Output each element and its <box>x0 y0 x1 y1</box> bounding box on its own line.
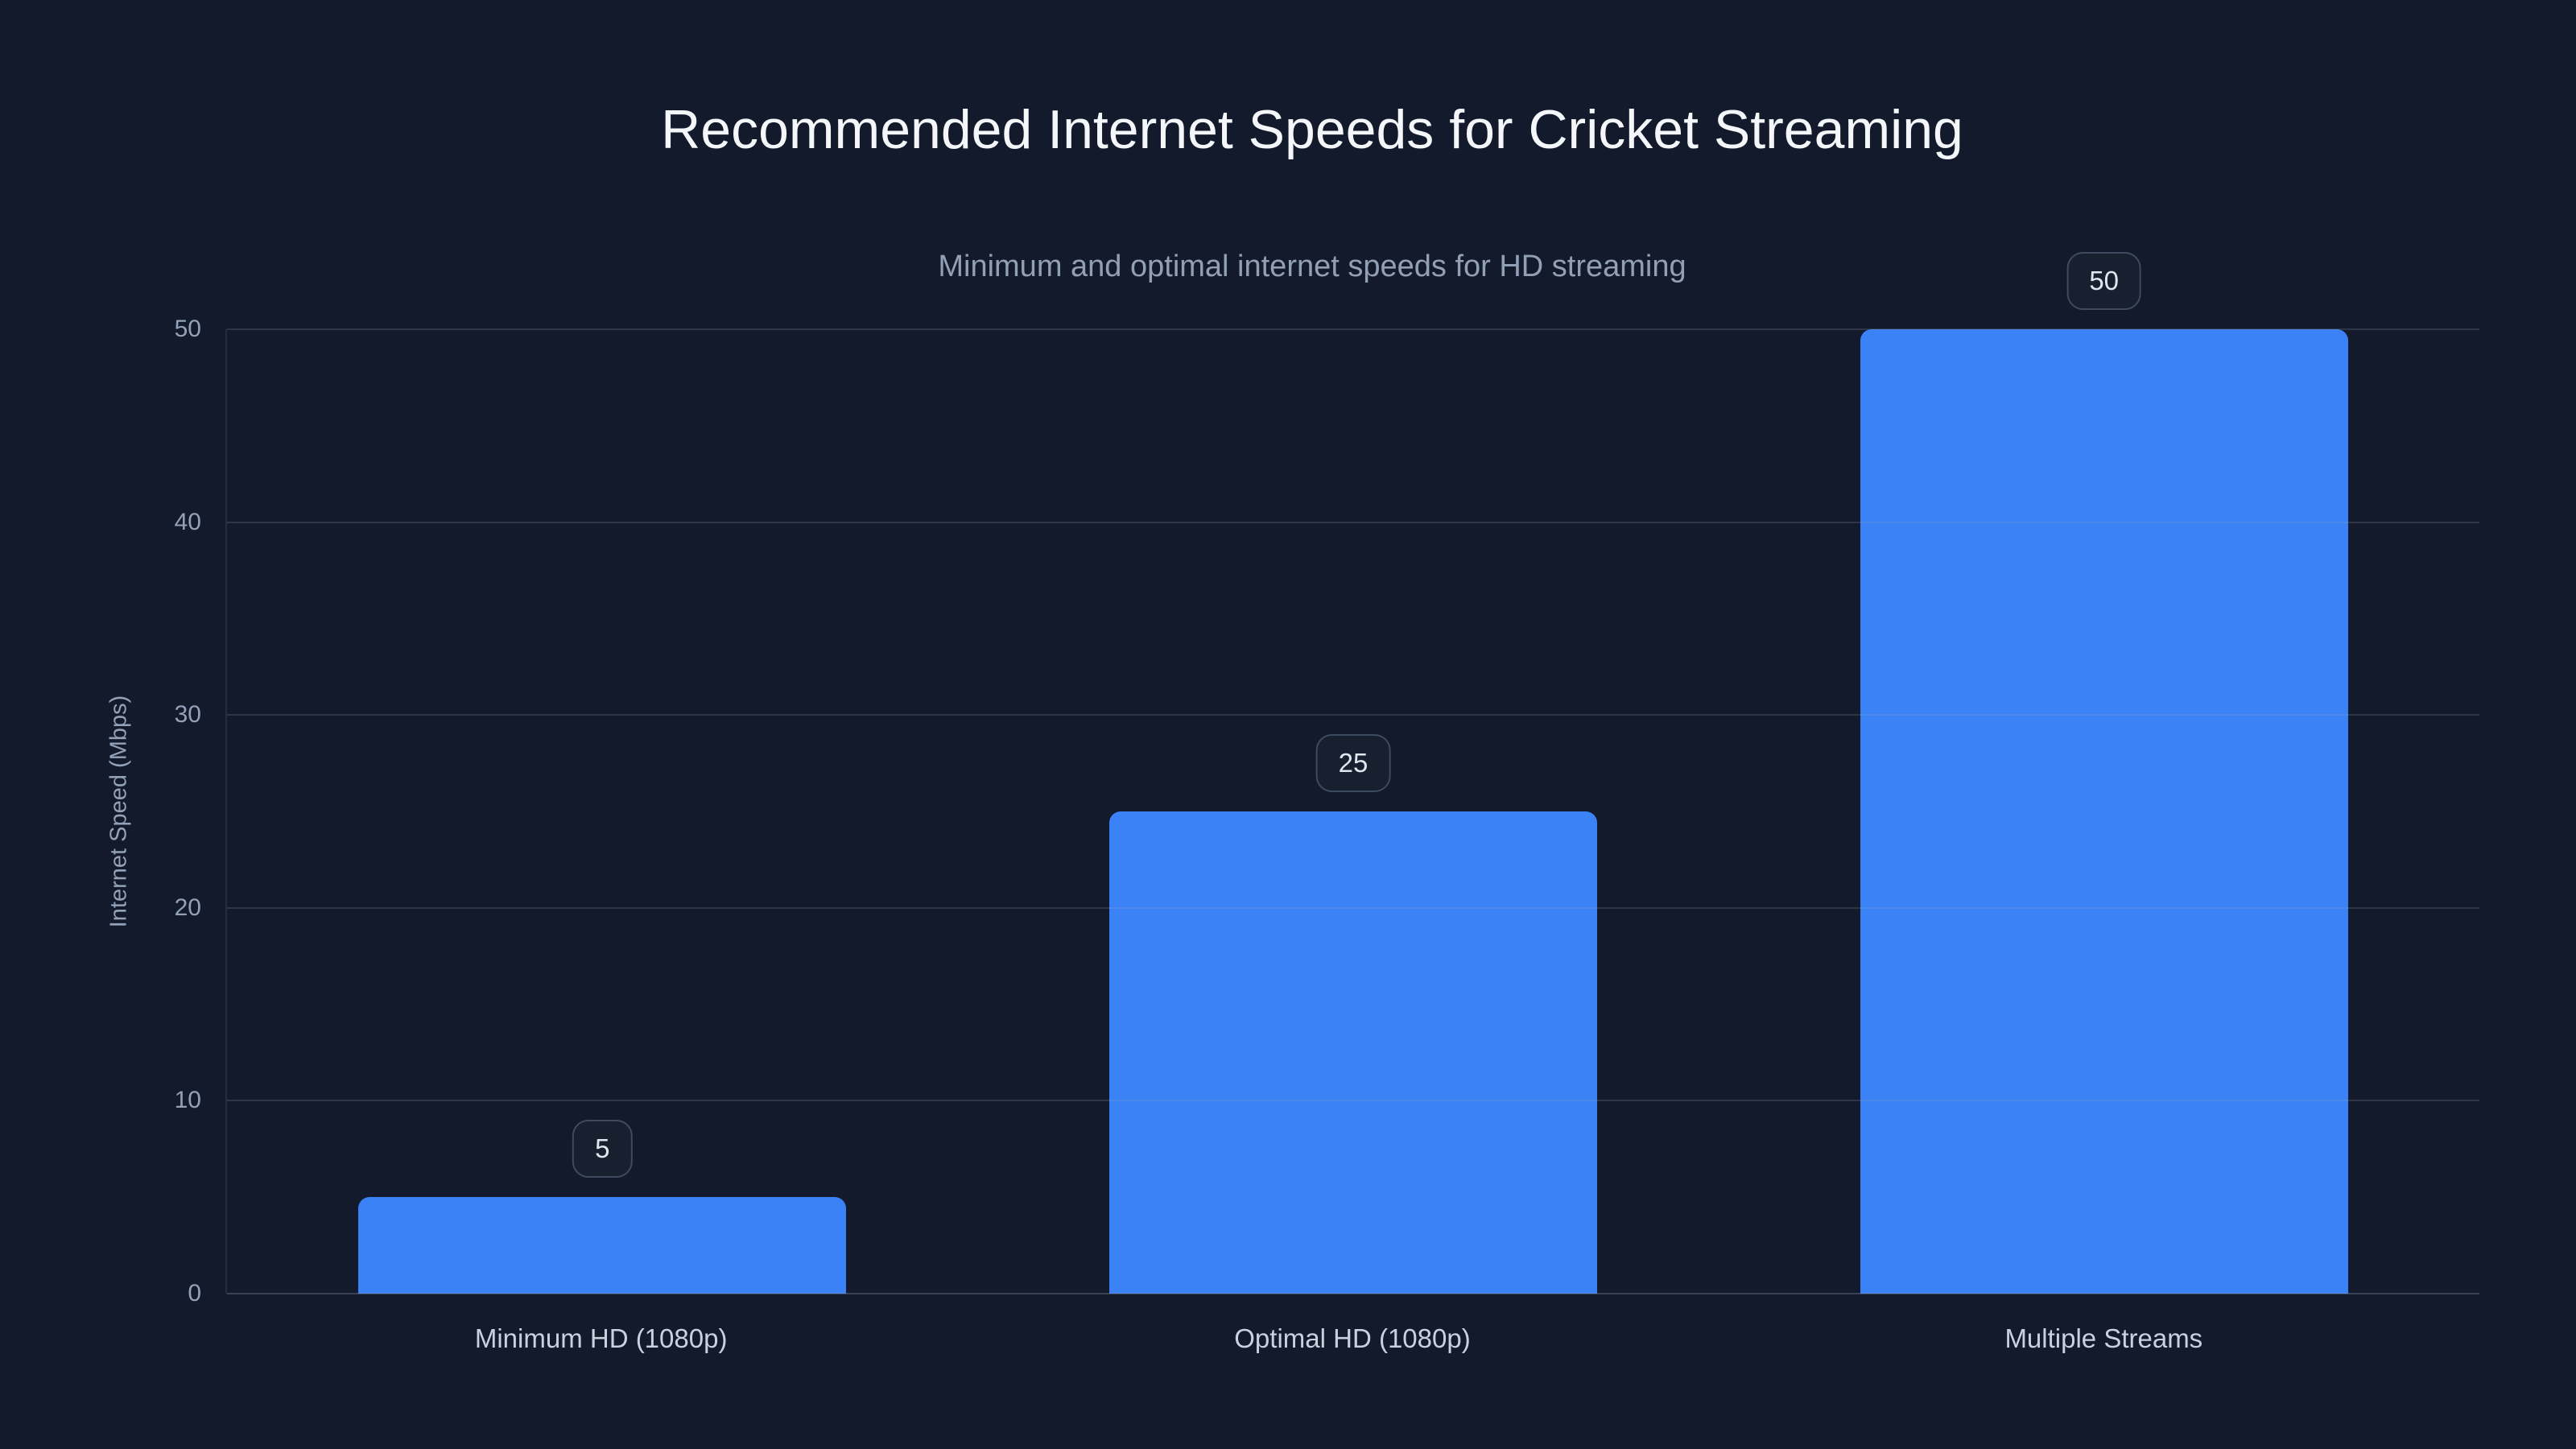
plot-area: 5 25 50 0 10 20 30 40 50 <box>175 252 2479 1307</box>
x-axis-labels: Minimum HD (1080p) Optimal HD (1080p) Mult… <box>225 1323 2479 1354</box>
bar-series: 5 25 50 <box>227 252 2479 1294</box>
y-tick-label-50: 50 <box>174 316 201 342</box>
gridline-50 <box>227 328 2479 330</box>
y-tick-label-40: 40 <box>174 508 201 535</box>
x-axis-label-2: Optimal HD (1080p) <box>1234 1323 1471 1353</box>
x-axis-label-3: Multiple Streams <box>2004 1323 2203 1353</box>
y-tick-label-30: 30 <box>174 701 201 729</box>
bar-slot-2: 25 <box>978 329 1729 1294</box>
chart-subtitle: Minimum and optimal internet speeds for … <box>938 250 1686 283</box>
value-badge-1: 5 <box>572 1120 633 1179</box>
y-axis-title: Internet Speed (Mbps) <box>105 695 132 928</box>
gridline-20 <box>227 906 2479 909</box>
y-tick-label-0: 0 <box>188 1280 201 1307</box>
gridline-10 <box>227 1100 2479 1102</box>
y-tick-label-10: 10 <box>174 1087 201 1114</box>
bar-1 <box>358 1197 847 1294</box>
x-axis-label-1: Minimum HD (1080p) <box>474 1323 728 1353</box>
bar-slot-1: 5 <box>227 329 978 1294</box>
bar-3 <box>1860 329 2348 1294</box>
gridline-30 <box>227 714 2479 716</box>
bar-slot-3: 50 <box>1728 252 2479 1294</box>
chart-title: Recommended Internet Speeds for Cricket … <box>661 99 1963 160</box>
gridline-40 <box>227 521 2479 523</box>
gridline-0 <box>227 1293 2479 1294</box>
value-badge-3: 50 <box>2066 252 2142 310</box>
bar-2 <box>1108 811 1598 1294</box>
y-tick-label-20: 20 <box>174 894 201 921</box>
value-badge-2: 25 <box>1315 734 1391 792</box>
